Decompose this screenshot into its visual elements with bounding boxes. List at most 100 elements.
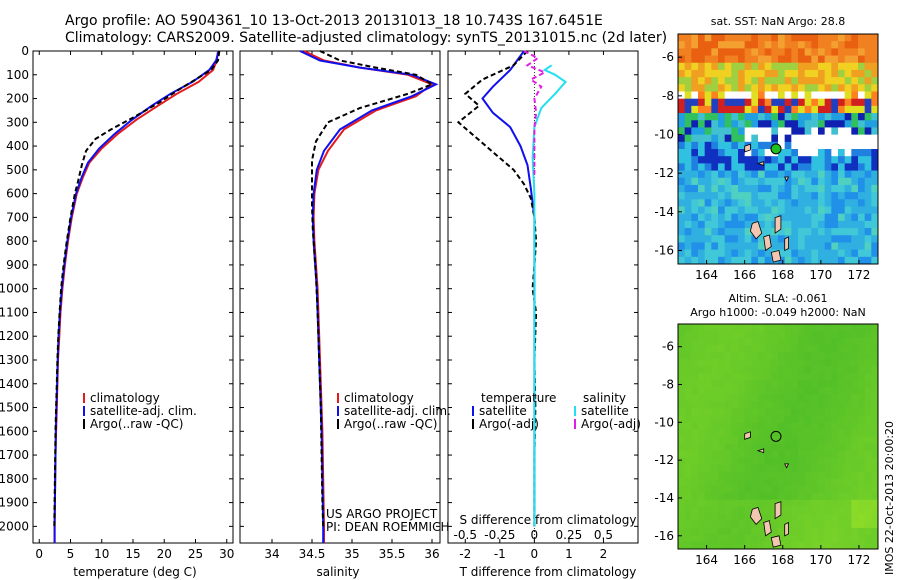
sla_map-cell xyxy=(858,387,866,395)
sst_map-cell xyxy=(784,48,792,57)
sst_map-cell xyxy=(764,41,772,49)
sla_map-cell xyxy=(698,331,706,339)
temperature-panel: 0 5 10 15 20 25 300100200300400500600700800900… xyxy=(0,44,234,561)
sla_map-cell xyxy=(838,527,846,536)
sla_map-cell xyxy=(738,359,746,367)
sla_map-cell xyxy=(864,499,872,508)
sla_map-cell xyxy=(784,429,792,437)
sst_map-cell xyxy=(758,199,766,207)
salinity-series-satellite-adj-clim- xyxy=(299,50,439,543)
sla_map-cell xyxy=(818,415,826,423)
sst_map-cell xyxy=(698,256,706,265)
sst_map-cell xyxy=(731,149,739,157)
sla_map-cell xyxy=(791,541,799,550)
sla_map-cell xyxy=(871,338,879,346)
sla_map-cell xyxy=(678,394,686,402)
sla_map-cell xyxy=(838,373,846,381)
sla_map-cell xyxy=(791,366,799,374)
sst_map-cell xyxy=(778,141,786,150)
sla_map-cell xyxy=(798,429,806,437)
sst_map-cell xyxy=(811,55,819,64)
sst_map-cell xyxy=(718,228,726,236)
sla_map-cell xyxy=(704,366,712,374)
sst_map-cell xyxy=(818,177,826,186)
sla_map-cell xyxy=(838,366,846,374)
sst_map-cell xyxy=(804,249,812,258)
sla_map-cell xyxy=(858,471,866,480)
sla_map-island xyxy=(784,463,790,469)
difference-stick-label: 0 xyxy=(531,528,539,542)
sla_map-cell xyxy=(684,380,692,388)
sla_map-cell xyxy=(711,338,719,346)
sla_map-cell xyxy=(751,373,759,381)
sla_map-cell xyxy=(791,492,799,501)
sst_map-cell xyxy=(684,163,692,172)
sla_map-cell xyxy=(798,331,806,339)
sst_map-cell xyxy=(798,184,806,193)
sla_map-cell xyxy=(731,387,739,395)
sst_map-cell xyxy=(678,242,686,251)
sla_map-cell xyxy=(744,352,752,360)
sst_map-cell xyxy=(751,206,759,215)
sst_map-cell xyxy=(691,206,699,215)
sla_map-cell xyxy=(818,443,826,452)
sst_map-cell xyxy=(784,149,792,157)
sst_map-cell xyxy=(858,256,866,265)
sla_map-cell xyxy=(844,485,852,494)
sst_map-cell xyxy=(771,242,779,251)
sst_map-cell xyxy=(778,242,786,251)
sla_map-cell xyxy=(751,331,759,339)
sst_map-cell xyxy=(844,228,852,236)
sla_map-cell xyxy=(711,457,719,466)
sst_map-cell xyxy=(718,206,726,215)
sst_map-cell xyxy=(851,134,859,143)
sla_map-ytick-label: -6 xyxy=(662,340,674,354)
sla_map-cell xyxy=(864,534,872,543)
temperature-frame xyxy=(32,50,234,544)
sla_map-cell xyxy=(824,527,832,536)
sst_map-cell xyxy=(758,163,766,172)
sla_map-cell xyxy=(764,408,772,416)
sst_map-cell xyxy=(798,84,806,92)
sst_map-cell xyxy=(804,84,812,92)
sla_map-cell xyxy=(684,436,692,445)
sla_map-cell xyxy=(851,338,859,346)
sla_map-cell xyxy=(798,324,806,332)
sst_map-cell xyxy=(724,184,732,193)
sst_map-cell xyxy=(864,84,872,92)
sla_map-cell xyxy=(764,485,772,494)
sla_map-cell xyxy=(838,359,846,367)
sla_map-cell xyxy=(711,506,719,515)
sst_map-cell xyxy=(691,184,699,193)
sst_map-cell xyxy=(738,256,746,265)
sst_map-cell xyxy=(684,127,692,136)
sla_map-island xyxy=(744,431,751,440)
sst_map-cell xyxy=(791,228,799,236)
sst_map-cell xyxy=(864,242,872,251)
sla_map-cell xyxy=(684,478,692,487)
sla_map-cell xyxy=(684,387,692,395)
sst_map-cell xyxy=(858,77,866,85)
sst_map-cell xyxy=(838,163,846,172)
sla_map-cell xyxy=(718,352,726,360)
sla_map-cell xyxy=(871,394,879,402)
sla_map-cell xyxy=(711,443,719,452)
sla_map-cell xyxy=(858,457,866,466)
sst_map-cell xyxy=(724,249,732,258)
difference-t-legend-label: Argo(-adj) xyxy=(479,417,539,431)
sst_map-cell xyxy=(824,55,832,64)
sst_map-cell xyxy=(751,91,759,100)
sla_map-cell xyxy=(711,359,719,367)
sst_map-cell xyxy=(731,192,739,200)
sst_map-cell xyxy=(864,98,872,107)
sla_map-cell xyxy=(711,366,719,374)
sst_map-cell xyxy=(684,77,692,85)
temperature-ytick-label: 2000 xyxy=(0,519,29,533)
sla-map-title: Altim. SLA: -0.061 xyxy=(728,292,827,305)
sla_map-cell xyxy=(818,324,826,332)
sla_map-cell xyxy=(844,443,852,452)
sst_map-cell xyxy=(758,91,766,100)
sla_map-cell xyxy=(731,506,739,515)
sst_map-cell xyxy=(711,134,719,143)
sla_map-cell xyxy=(824,492,832,501)
